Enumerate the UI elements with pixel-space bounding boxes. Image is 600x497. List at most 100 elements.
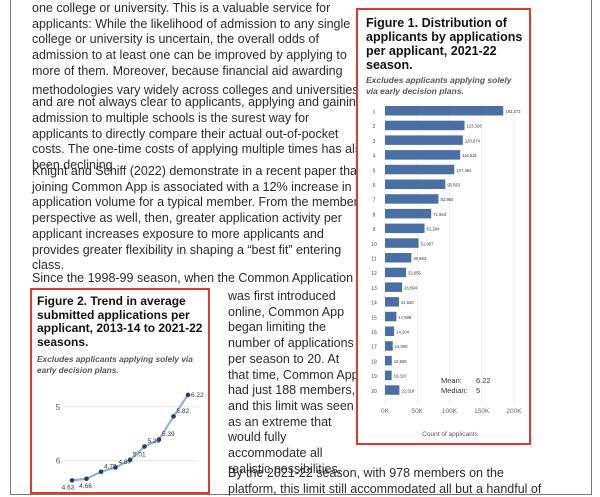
text-line: one college or university. This is a val…: [32, 1, 331, 15]
bar: [385, 326, 395, 336]
text-line: class.: [32, 258, 64, 273]
category-label: 11: [371, 257, 376, 263]
text-line: number of applications: [228, 336, 354, 351]
text-line: more of them. Moreover, because financia…: [32, 63, 343, 78]
data-label: 6.22: [191, 392, 204, 399]
data-point: [113, 465, 118, 470]
bar: [385, 194, 439, 204]
text-line: joining Common App is associated with a …: [32, 179, 352, 194]
category-label: 2: [373, 124, 376, 130]
text-line: had just 188 members,: [228, 383, 356, 398]
category-label: 1: [373, 110, 376, 116]
bar: [385, 253, 412, 263]
category-label: 14: [371, 301, 377, 307]
text-line: costs. The one-time costs of applying mu…: [32, 142, 369, 157]
text-line: Knight and Schiff (2022) demonstrate in …: [32, 164, 361, 178]
value-label: 123,326: [467, 124, 483, 129]
category-label: 18: [371, 359, 377, 365]
data-point: [171, 414, 176, 419]
category-label: 19: [371, 374, 377, 380]
value-label: 14,204: [396, 330, 409, 335]
bar: [385, 120, 465, 131]
figure-1-subtitle: Excludes applicants applying solely via …: [366, 75, 512, 96]
bar: [385, 238, 419, 248]
category-label: 17: [371, 345, 377, 351]
category-label: 10: [371, 242, 377, 248]
value-label: 120,674: [465, 138, 481, 143]
value-label: 10,559: [394, 359, 407, 364]
figure-1-box: Figure 1. Distribution of applicants by …: [356, 8, 531, 445]
value-label: 116,531: [462, 153, 477, 158]
value-label: 26,594: [404, 285, 417, 290]
value-label: 93,563: [447, 183, 460, 188]
text-line: perspective as well, then, greater appli…: [32, 211, 342, 226]
y-tick-label: 5: [56, 403, 61, 412]
median-label: Median:: [441, 386, 468, 395]
text-line: and this limit was seen: [228, 398, 354, 413]
value-label: 32,655: [408, 271, 421, 276]
data-label: 4.87: [119, 459, 132, 466]
category-label: 7: [373, 198, 376, 204]
text-line: application volume for a typical member.…: [32, 195, 358, 210]
data-point: [127, 457, 133, 463]
text-line: applicants: While the likelihood of admi…: [32, 16, 351, 31]
bar: [385, 223, 425, 234]
data-label: 5.82: [177, 408, 190, 415]
value-label: 82,950: [441, 197, 454, 202]
value-label: 61,284: [427, 227, 440, 232]
x-tick-label: 100K: [442, 408, 458, 415]
category-label: 3: [373, 139, 376, 145]
bar: [385, 208, 432, 219]
bar: [385, 164, 455, 175]
category-label: 15: [371, 315, 377, 321]
text-line: was first introduced: [228, 289, 336, 303]
text-line: college or university is uncertain, the …: [32, 32, 319, 47]
text-line: Since the 1998-99 season, when the Commo…: [32, 271, 354, 285]
text-line: admission to at least one can be improve…: [32, 48, 347, 63]
figure-1-chart: Mean: 6.22 Median: 5 Count of applicants…: [371, 104, 522, 438]
category-label: 8: [373, 212, 376, 218]
page-frame: [10, 0, 592, 495]
x-tick-label: 200K: [506, 408, 522, 415]
category-label: 12: [371, 271, 377, 277]
text-line: applicant increases exposure to more app…: [32, 226, 324, 241]
value-label: 51,997: [421, 241, 434, 246]
category-label: 13: [371, 286, 377, 292]
x-tick-label: 50K: [411, 408, 423, 415]
bar: [385, 311, 397, 322]
bar: [385, 341, 393, 351]
text-line: would fully: [228, 430, 287, 445]
data-label: 5.01: [133, 451, 146, 458]
text-line: By the 2021-22 season, with 978 members …: [228, 466, 504, 480]
mean-value: 6.22: [476, 376, 491, 385]
bar: [385, 150, 461, 160]
text-line: accommodate all: [228, 446, 323, 460]
value-label: 71,663: [433, 212, 446, 217]
data-label: 5.26: [148, 438, 161, 445]
bar: [385, 385, 400, 395]
bar: [385, 267, 407, 278]
category-label: 6: [373, 183, 376, 189]
category-label: 20: [371, 389, 377, 395]
figure-2-subtitle: Excludes applicants applying solely via …: [37, 354, 193, 375]
y-tick-label: 6: [56, 457, 61, 466]
mean-label: Mean:: [441, 376, 462, 385]
x-axis-label: Count of applicants: [422, 431, 478, 438]
text-line: admission to multiple schools is the sur…: [32, 110, 310, 125]
figure-1-title: Figure 1. Distribution of applicants by …: [366, 16, 523, 72]
bar: [385, 106, 504, 116]
figure-2-title: Figure 2. Trend in average submitted app…: [37, 294, 203, 349]
figure-2-box: Figure 2. Trend in average submitted app…: [30, 288, 210, 494]
category-label: 9: [373, 227, 376, 233]
value-label: 107,461: [456, 168, 472, 173]
data-point: [84, 476, 89, 482]
bar: [385, 135, 463, 145]
value-label: 17,688: [398, 315, 411, 320]
text-line: applicants to directly compare their act…: [32, 126, 339, 141]
data-point: [69, 478, 75, 483]
data-label: 4.63: [62, 484, 75, 491]
text-line: per season to 20. At: [228, 351, 340, 366]
data-label: 4.66: [79, 483, 92, 490]
value-label: 21,620: [401, 300, 414, 305]
category-label: 5: [373, 168, 376, 174]
